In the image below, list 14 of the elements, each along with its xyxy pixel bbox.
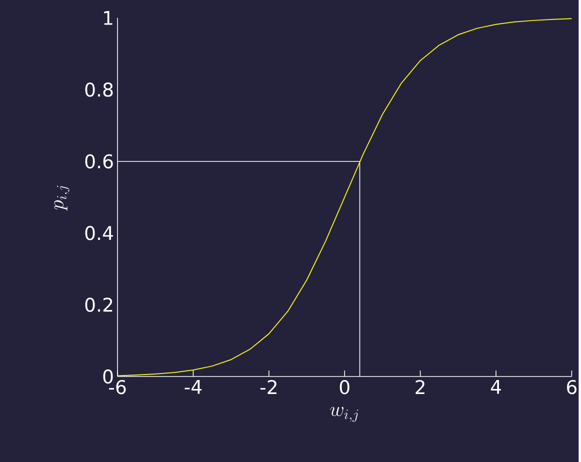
x-tick-label: 2: [416, 380, 424, 394]
y-tick-label: 1: [104, 10, 112, 25]
x-tick-label: -2: [260, 380, 276, 394]
y-tick-label: 0.4: [85, 226, 113, 240]
x-axis-title: $w_{i,j}$: [330, 406, 358, 422]
line-series: [117, 18, 572, 376]
y-tick-label: 0.6: [85, 154, 113, 168]
y-axis-title: $p_{i,j}$: [54, 186, 70, 211]
x-tick-label: 4: [490, 380, 501, 394]
y-tick-label: 0.8: [85, 82, 113, 97]
x-tick-label: -4: [184, 380, 202, 394]
x-tick-label: 0: [340, 380, 350, 394]
y-tick-label: 0.2: [85, 298, 112, 312]
x-tick-label: 6: [567, 380, 576, 394]
